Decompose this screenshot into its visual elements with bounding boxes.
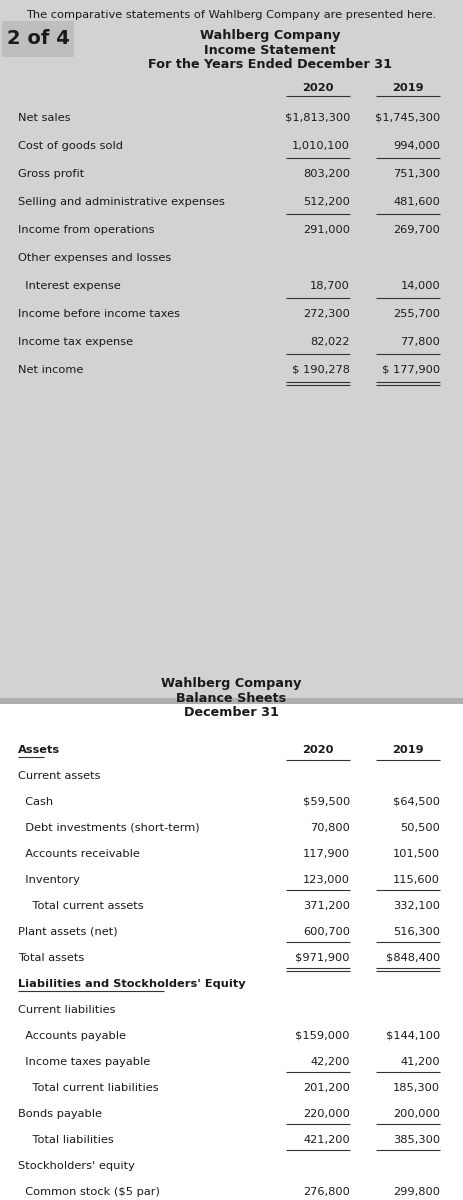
Text: 77,800: 77,800: [400, 337, 440, 347]
Text: Other expenses and losses: Other expenses and losses: [18, 253, 171, 263]
Text: 117,900: 117,900: [303, 850, 350, 859]
Text: 421,200: 421,200: [303, 1135, 350, 1145]
Text: $59,500: $59,500: [303, 797, 350, 806]
Text: 18,700: 18,700: [310, 281, 350, 290]
Text: Cash: Cash: [18, 797, 53, 806]
Text: 276,800: 276,800: [303, 1187, 350, 1198]
Text: Current assets: Current assets: [18, 770, 100, 781]
Text: 291,000: 291,000: [303, 226, 350, 235]
Text: 14,000: 14,000: [400, 281, 440, 290]
Text: 220,000: 220,000: [303, 1109, 350, 1118]
Text: 371,200: 371,200: [303, 901, 350, 911]
Text: Net income: Net income: [18, 365, 83, 374]
Text: 1,010,100: 1,010,100: [292, 140, 350, 151]
Text: Total liabilities: Total liabilities: [18, 1135, 114, 1145]
Text: Total current assets: Total current assets: [18, 901, 144, 911]
Text: Income from operations: Income from operations: [18, 226, 155, 235]
Bar: [0, 0, 463, 710]
Text: $1,745,300: $1,745,300: [375, 113, 440, 122]
Bar: [0, 698, 463, 704]
Bar: [2, 20, 74, 56]
Text: 82,022: 82,022: [311, 337, 350, 347]
Text: 41,200: 41,200: [400, 1057, 440, 1067]
Text: 272,300: 272,300: [303, 308, 350, 319]
Text: 201,200: 201,200: [303, 1082, 350, 1093]
Text: 200,000: 200,000: [393, 1109, 440, 1118]
Text: $159,000: $159,000: [295, 1031, 350, 1040]
Text: December 31: December 31: [183, 706, 278, 719]
Text: Total assets: Total assets: [18, 953, 84, 962]
Text: $1,813,300: $1,813,300: [285, 113, 350, 122]
Text: Wahlberg Company: Wahlberg Company: [161, 678, 301, 690]
Text: 70,800: 70,800: [310, 823, 350, 833]
Text: Liabilities and Stockholders' Equity: Liabilities and Stockholders' Equity: [18, 979, 246, 989]
Text: $848,400: $848,400: [386, 953, 440, 962]
Text: $971,900: $971,900: [295, 953, 350, 962]
Text: Current liabilities: Current liabilities: [18, 1006, 115, 1015]
Text: 2019: 2019: [392, 83, 424, 92]
Text: The comparative statements of Wahlberg Company are presented here.: The comparative statements of Wahlberg C…: [26, 10, 436, 20]
Text: 101,500: 101,500: [393, 850, 440, 859]
Text: 751,300: 751,300: [393, 169, 440, 179]
Text: 803,200: 803,200: [303, 169, 350, 179]
Text: Inventory: Inventory: [18, 875, 80, 886]
Text: 50,500: 50,500: [400, 823, 440, 833]
Bar: [0, 700, 463, 1200]
Text: Accounts receivable: Accounts receivable: [18, 850, 140, 859]
Text: 512,200: 512,200: [303, 197, 350, 206]
Text: Income before income taxes: Income before income taxes: [18, 308, 180, 319]
Text: Balance Sheets: Balance Sheets: [176, 691, 286, 704]
Text: Income Statement: Income Statement: [204, 43, 336, 56]
Text: Income taxes payable: Income taxes payable: [18, 1057, 150, 1067]
Text: Income tax expense: Income tax expense: [18, 337, 133, 347]
Text: Wahlberg Company: Wahlberg Company: [200, 30, 340, 42]
Text: $64,500: $64,500: [393, 797, 440, 806]
Text: 123,000: 123,000: [303, 875, 350, 886]
Text: 299,800: 299,800: [393, 1187, 440, 1198]
Text: 994,000: 994,000: [393, 140, 440, 151]
Text: Net sales: Net sales: [18, 113, 70, 122]
Text: For the Years Ended December 31: For the Years Ended December 31: [148, 58, 392, 71]
Text: 2 of 4: 2 of 4: [6, 30, 69, 48]
Text: Cost of goods sold: Cost of goods sold: [18, 140, 123, 151]
Text: Plant assets (net): Plant assets (net): [18, 926, 118, 937]
Text: 2019: 2019: [392, 745, 424, 755]
Text: 332,100: 332,100: [393, 901, 440, 911]
Text: Gross profit: Gross profit: [18, 169, 84, 179]
Text: Debt investments (short-term): Debt investments (short-term): [18, 823, 200, 833]
Text: $144,100: $144,100: [386, 1031, 440, 1040]
Text: 516,300: 516,300: [393, 926, 440, 937]
Text: Selling and administrative expenses: Selling and administrative expenses: [18, 197, 225, 206]
Text: 2020: 2020: [302, 83, 334, 92]
Text: Assets: Assets: [18, 745, 60, 755]
Text: Accounts payable: Accounts payable: [18, 1031, 126, 1040]
Text: Bonds payable: Bonds payable: [18, 1109, 102, 1118]
Text: 42,200: 42,200: [311, 1057, 350, 1067]
Text: Total current liabilities: Total current liabilities: [18, 1082, 159, 1093]
Text: 2020: 2020: [302, 745, 334, 755]
Text: Interest expense: Interest expense: [18, 281, 121, 290]
Text: Stockholders' equity: Stockholders' equity: [18, 1162, 135, 1171]
Text: $ 177,900: $ 177,900: [382, 365, 440, 374]
Text: 255,700: 255,700: [393, 308, 440, 319]
Text: 600,700: 600,700: [303, 926, 350, 937]
Text: $ 190,278: $ 190,278: [292, 365, 350, 374]
Text: 115,600: 115,600: [393, 875, 440, 886]
Text: 481,600: 481,600: [393, 197, 440, 206]
Text: 269,700: 269,700: [393, 226, 440, 235]
Bar: [0, 220, 463, 710]
Text: 185,300: 185,300: [393, 1082, 440, 1093]
Text: 385,300: 385,300: [393, 1135, 440, 1145]
Text: Common stock ($5 par): Common stock ($5 par): [18, 1187, 160, 1198]
